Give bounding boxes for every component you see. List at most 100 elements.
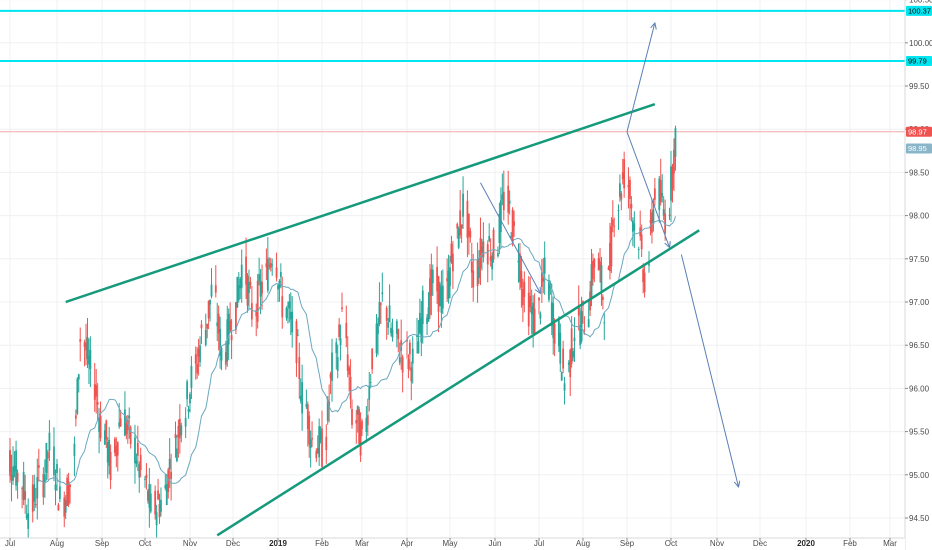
candle-body <box>164 485 167 489</box>
candle-body <box>165 483 168 506</box>
candle-body <box>377 323 379 335</box>
candle-body <box>298 357 301 379</box>
candle-body <box>278 280 281 289</box>
candle-body <box>248 282 250 294</box>
candle-body <box>128 415 131 419</box>
candle-body <box>397 329 400 340</box>
candle-body <box>184 417 187 427</box>
y-tick-label: 95.00 <box>909 471 930 480</box>
candle-body <box>649 220 652 223</box>
price-tag-bg <box>906 126 932 137</box>
candle-body <box>447 270 450 299</box>
candle-body <box>481 246 483 253</box>
candle-body <box>21 488 24 490</box>
candle-body <box>521 288 524 306</box>
x-tick-label: Dec <box>226 539 240 548</box>
candle-body <box>136 442 139 456</box>
candle-body <box>194 354 197 364</box>
candle-body <box>553 323 556 344</box>
candle-body <box>671 167 674 190</box>
candle-body <box>219 328 221 356</box>
candle-body <box>358 409 361 444</box>
candle-body <box>351 409 353 425</box>
candle-body <box>611 219 614 226</box>
x-tick-label: Jul <box>5 539 15 548</box>
candle-body <box>664 213 667 234</box>
candle-body <box>519 253 521 282</box>
candle-body <box>199 345 201 363</box>
candle-body <box>557 320 560 347</box>
candle-body <box>668 214 671 216</box>
candle-body <box>449 267 451 287</box>
candle-body <box>237 285 240 300</box>
candle-body <box>170 471 173 479</box>
candle-body <box>85 343 87 351</box>
candle-body <box>609 243 611 272</box>
candle-body <box>597 258 600 271</box>
candles <box>9 125 677 547</box>
candle-body <box>261 282 263 294</box>
candle-body <box>488 235 491 241</box>
candle-body <box>33 484 36 502</box>
candle-body <box>114 438 116 453</box>
candle-body <box>250 303 253 320</box>
candle-body <box>217 313 220 334</box>
candle-body <box>440 286 443 313</box>
candle-body <box>341 307 343 310</box>
candle-body <box>427 307 430 322</box>
candle-body <box>157 490 159 500</box>
candle-body <box>258 274 261 281</box>
candle-body <box>48 432 51 451</box>
candle-body <box>149 493 152 512</box>
candle-body <box>492 229 495 260</box>
candle-body <box>562 348 565 369</box>
candle-body <box>339 338 342 346</box>
candle-body <box>401 356 404 373</box>
candle-body <box>457 228 460 248</box>
candle-body <box>627 184 630 188</box>
candle-body <box>587 319 590 328</box>
y-tick-label: 99.50 <box>909 82 930 91</box>
candle-body <box>135 460 138 464</box>
candle-body <box>607 267 610 270</box>
candle-body <box>349 376 352 400</box>
moving-average-line <box>38 216 676 486</box>
candle-body <box>204 329 207 346</box>
candle-body <box>338 324 341 338</box>
candle-body <box>533 308 536 334</box>
candle-body <box>230 335 233 341</box>
candle-body <box>31 484 34 512</box>
candle-body <box>115 446 118 457</box>
candle-body <box>498 214 501 243</box>
candle-body <box>501 194 504 200</box>
candle-body <box>54 484 57 491</box>
candle-body <box>168 458 171 470</box>
candle-body <box>73 443 76 457</box>
candle-body <box>266 258 269 291</box>
candle-body <box>365 417 368 433</box>
candle-body <box>63 497 66 517</box>
candle-body <box>673 149 675 174</box>
candle-body <box>548 280 550 300</box>
candle-body <box>240 264 243 288</box>
candle-body <box>539 314 542 319</box>
candle-body <box>511 209 514 242</box>
candle-body <box>176 448 178 462</box>
candle-body <box>34 504 37 506</box>
y-tick-label: 98.50 <box>909 168 930 177</box>
candle-body <box>116 442 119 456</box>
candle-body <box>430 269 433 296</box>
price-tag-bg <box>906 55 932 66</box>
y-tick-label: 97.00 <box>909 298 930 307</box>
candle-body <box>572 351 574 358</box>
x-tick-label: Aug <box>50 539 64 548</box>
candle-body <box>178 418 181 439</box>
candle-body <box>265 263 268 268</box>
candle-body <box>285 307 288 319</box>
candle-body <box>220 348 223 361</box>
candle-body <box>620 193 623 200</box>
candle-body <box>174 433 177 439</box>
candle-body <box>281 296 284 318</box>
price-axis-bg <box>905 0 932 550</box>
